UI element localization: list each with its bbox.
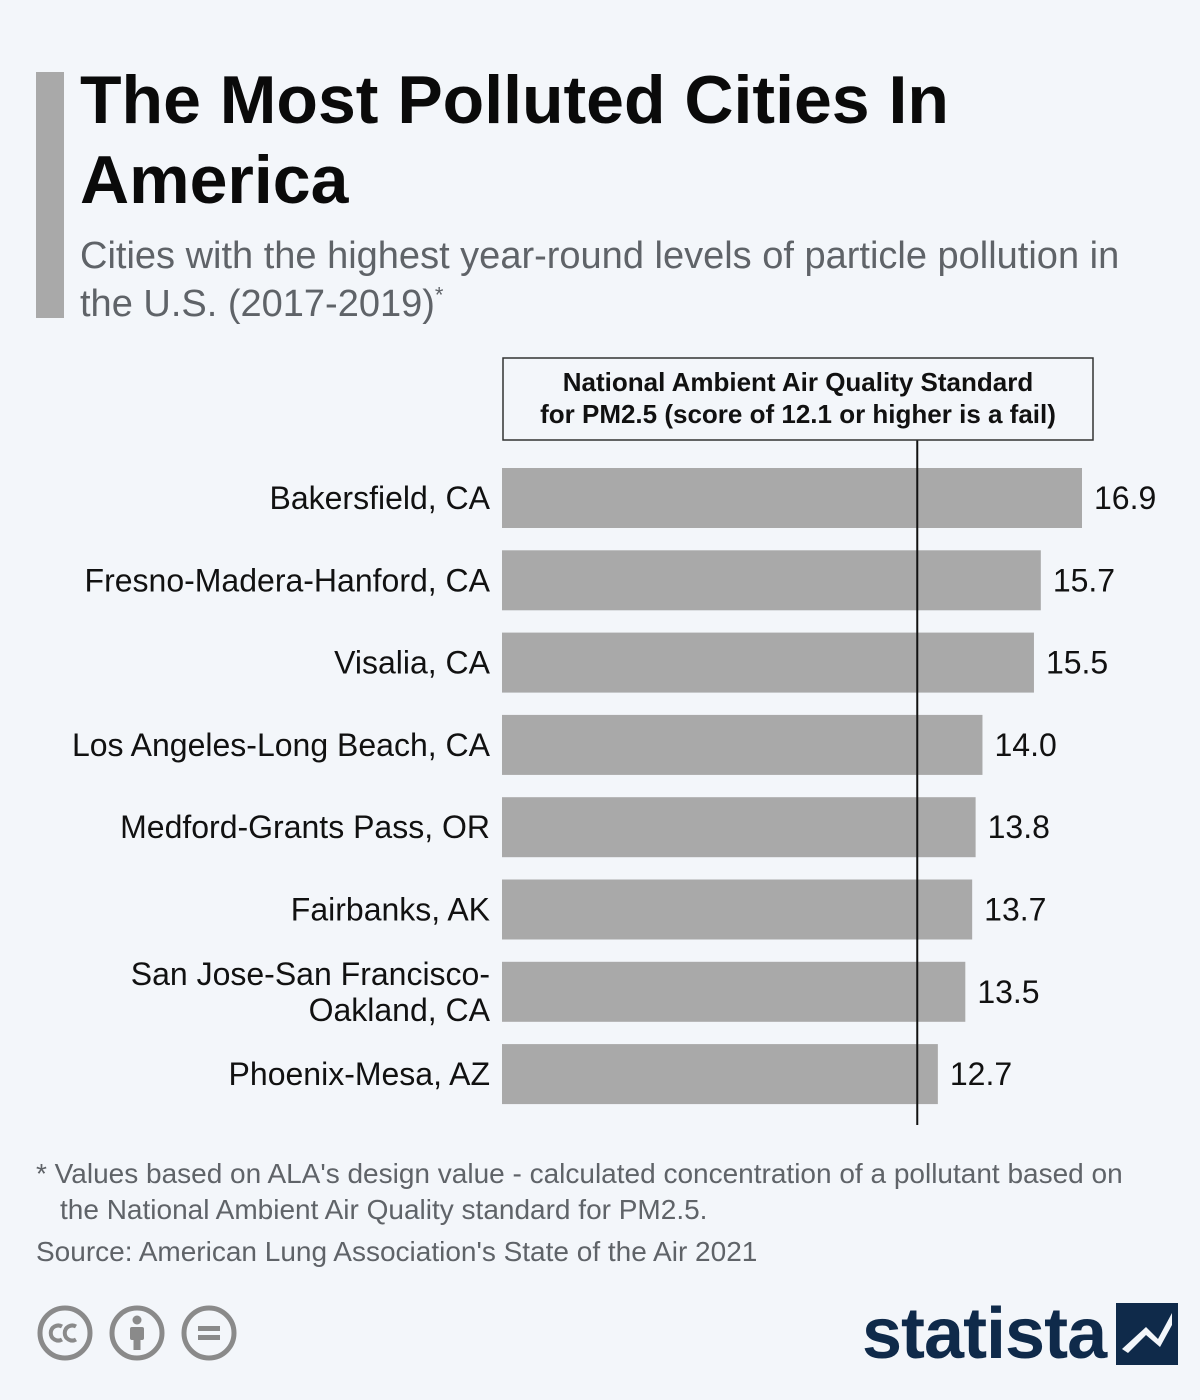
category-label-4: Los Angeles-Long Beach, CA — [72, 727, 491, 763]
statista-brand[interactable]: statista — [862, 1294, 1179, 1374]
bar-8 — [502, 1044, 938, 1105]
value-label-1: 16.9 — [1094, 480, 1156, 516]
value-label-8: 12.7 — [950, 1056, 1012, 1092]
category-label-7-line-1: San Jose-San Francisco- — [131, 956, 490, 992]
title-accent-bar — [36, 72, 64, 318]
category-label-2: Fresno-Madera-Hanford, CA — [85, 562, 491, 598]
value-label-4: 14.0 — [994, 727, 1056, 763]
category-label-1: Bakersfield, CA — [269, 480, 490, 516]
reference-label-line-1: National Ambient Air Quality Standard — [563, 367, 1033, 397]
statista-wordmark: statista — [862, 1294, 1107, 1374]
subtitle-text: Cities with the highest year-round level… — [80, 235, 1120, 325]
value-label-7: 13.5 — [977, 974, 1039, 1010]
no-derivatives-icon — [181, 1305, 237, 1361]
category-label-3: Visalia, CA — [334, 645, 491, 681]
value-label-3: 15.5 — [1046, 645, 1108, 681]
source-note: Source: American Lung Association's Stat… — [36, 1236, 758, 1267]
bar-1 — [502, 468, 1082, 528]
value-label-2: 15.7 — [1053, 562, 1115, 598]
bar-4 — [502, 714, 983, 775]
category-label-8: Phoenix-Mesa, AZ — [229, 1056, 490, 1092]
bar-7 — [502, 961, 966, 1022]
footnote: * Values based on ALA's design value - c… — [36, 1158, 1123, 1225]
cc-icon — [37, 1305, 93, 1361]
bar-3 — [502, 632, 1034, 693]
category-label-6: Fairbanks, AK — [291, 892, 490, 928]
subtitle-footnote-mark: * — [434, 282, 444, 308]
statista-logo-icon — [1116, 1303, 1179, 1365]
page-subtitle: Cities with the highest year-round level… — [80, 232, 1160, 328]
category-label-7-line-2: Oakland, CA — [309, 992, 491, 1028]
category-label-5: Medford-Grants Pass, OR — [120, 809, 490, 845]
bar-6 — [502, 879, 973, 940]
bar-2 — [502, 550, 1041, 611]
attribution-icon — [109, 1305, 165, 1361]
value-label-5: 13.8 — [988, 809, 1050, 845]
value-label-6: 13.7 — [984, 892, 1046, 928]
reference-label-box — [502, 357, 1094, 441]
license-icons — [36, 1304, 238, 1362]
reference-label-line-2: for PM2.5 (score of 12.1 or higher is a … — [540, 399, 1056, 429]
bar-chart: 16.9 Bakersfield, CA 15.7 Fresno-Madera-Han… — [72, 357, 1156, 1125]
page-title: The Most Polluted Cities In America — [80, 62, 949, 218]
bar-5 — [502, 797, 976, 858]
